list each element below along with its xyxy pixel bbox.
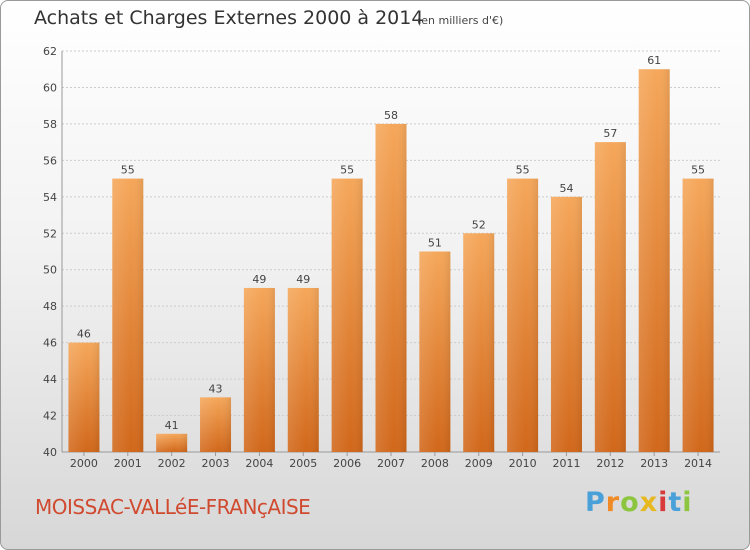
brand-letter: t [668, 487, 683, 518]
data-label: 41 [165, 419, 179, 432]
x-tick-label: 2012 [596, 457, 624, 470]
bar-shade [638, 69, 670, 453]
y-tick-label: 48 [43, 300, 57, 313]
y-tick-label: 44 [43, 373, 57, 386]
bar-shade [243, 287, 275, 452]
x-tick-label: 2013 [640, 457, 668, 470]
bar-shade [287, 287, 319, 452]
bar-shade [594, 142, 626, 453]
data-label: 49 [296, 273, 310, 286]
bar-shade [112, 178, 144, 452]
x-tick-label: 2005 [289, 457, 317, 470]
x-tick-label: 2000 [70, 457, 98, 470]
data-label: 55 [691, 164, 705, 177]
x-tick-label: 2011 [552, 457, 580, 470]
brand-letter: x [639, 487, 659, 518]
bar-shade [682, 178, 714, 452]
brand-letter: P [585, 487, 606, 518]
bar-shade [375, 123, 407, 452]
y-tick-label: 60 [43, 81, 57, 94]
bar-shade [463, 233, 495, 452]
y-tick-label: 40 [43, 446, 57, 459]
x-tick-label: 2006 [333, 457, 361, 470]
brand-letter: i [682, 487, 693, 518]
brand-letter: r [605, 487, 621, 518]
chart-title: Achats et Charges Externes 2000 à 2014 [34, 7, 424, 29]
chart-subtitle: (en milliers d'€) [417, 14, 504, 27]
y-tick-label: 52 [43, 227, 57, 240]
data-label: 49 [252, 273, 266, 286]
data-label: 43 [209, 382, 223, 395]
bar-shade [200, 397, 232, 452]
brand-logo: Proxiti [585, 487, 693, 518]
brand-letter: o [620, 487, 640, 518]
data-label: 55 [121, 164, 135, 177]
data-label: 46 [77, 328, 91, 341]
bar-shade [68, 342, 100, 452]
data-label: 54 [559, 182, 573, 195]
x-tick-label: 2010 [509, 457, 537, 470]
bar-shade [156, 433, 188, 452]
y-tick-label: 58 [43, 118, 57, 131]
x-tick-label: 2008 [421, 457, 449, 470]
y-tick-label: 56 [43, 154, 57, 167]
data-label: 58 [384, 109, 398, 122]
data-label: 61 [647, 54, 661, 67]
brand-letter: i [658, 487, 669, 518]
y-tick-label: 62 [43, 45, 57, 58]
place-name: MOISSAC-VALLéE-FRANçAISE [35, 495, 311, 519]
x-tick-label: 2007 [377, 457, 405, 470]
bar-shade [550, 196, 582, 452]
x-tick-label: 2002 [158, 457, 186, 470]
x-tick-label: 2003 [202, 457, 230, 470]
x-tick-label: 2001 [114, 457, 142, 470]
data-label: 57 [603, 127, 617, 140]
data-label: 52 [472, 218, 486, 231]
y-tick-label: 54 [43, 191, 57, 204]
y-tick-label: 42 [43, 410, 57, 423]
data-label: 55 [340, 164, 354, 177]
data-label: 55 [516, 164, 530, 177]
x-tick-label: 2004 [245, 457, 273, 470]
y-tick-label: 50 [43, 264, 57, 277]
y-tick-label: 46 [43, 337, 57, 350]
bar-shade [507, 178, 539, 452]
bar-shade [331, 178, 363, 452]
x-tick-label: 2009 [465, 457, 493, 470]
x-tick-label: 2014 [684, 457, 712, 470]
bar-shade [419, 251, 451, 452]
data-label: 51 [428, 237, 442, 250]
